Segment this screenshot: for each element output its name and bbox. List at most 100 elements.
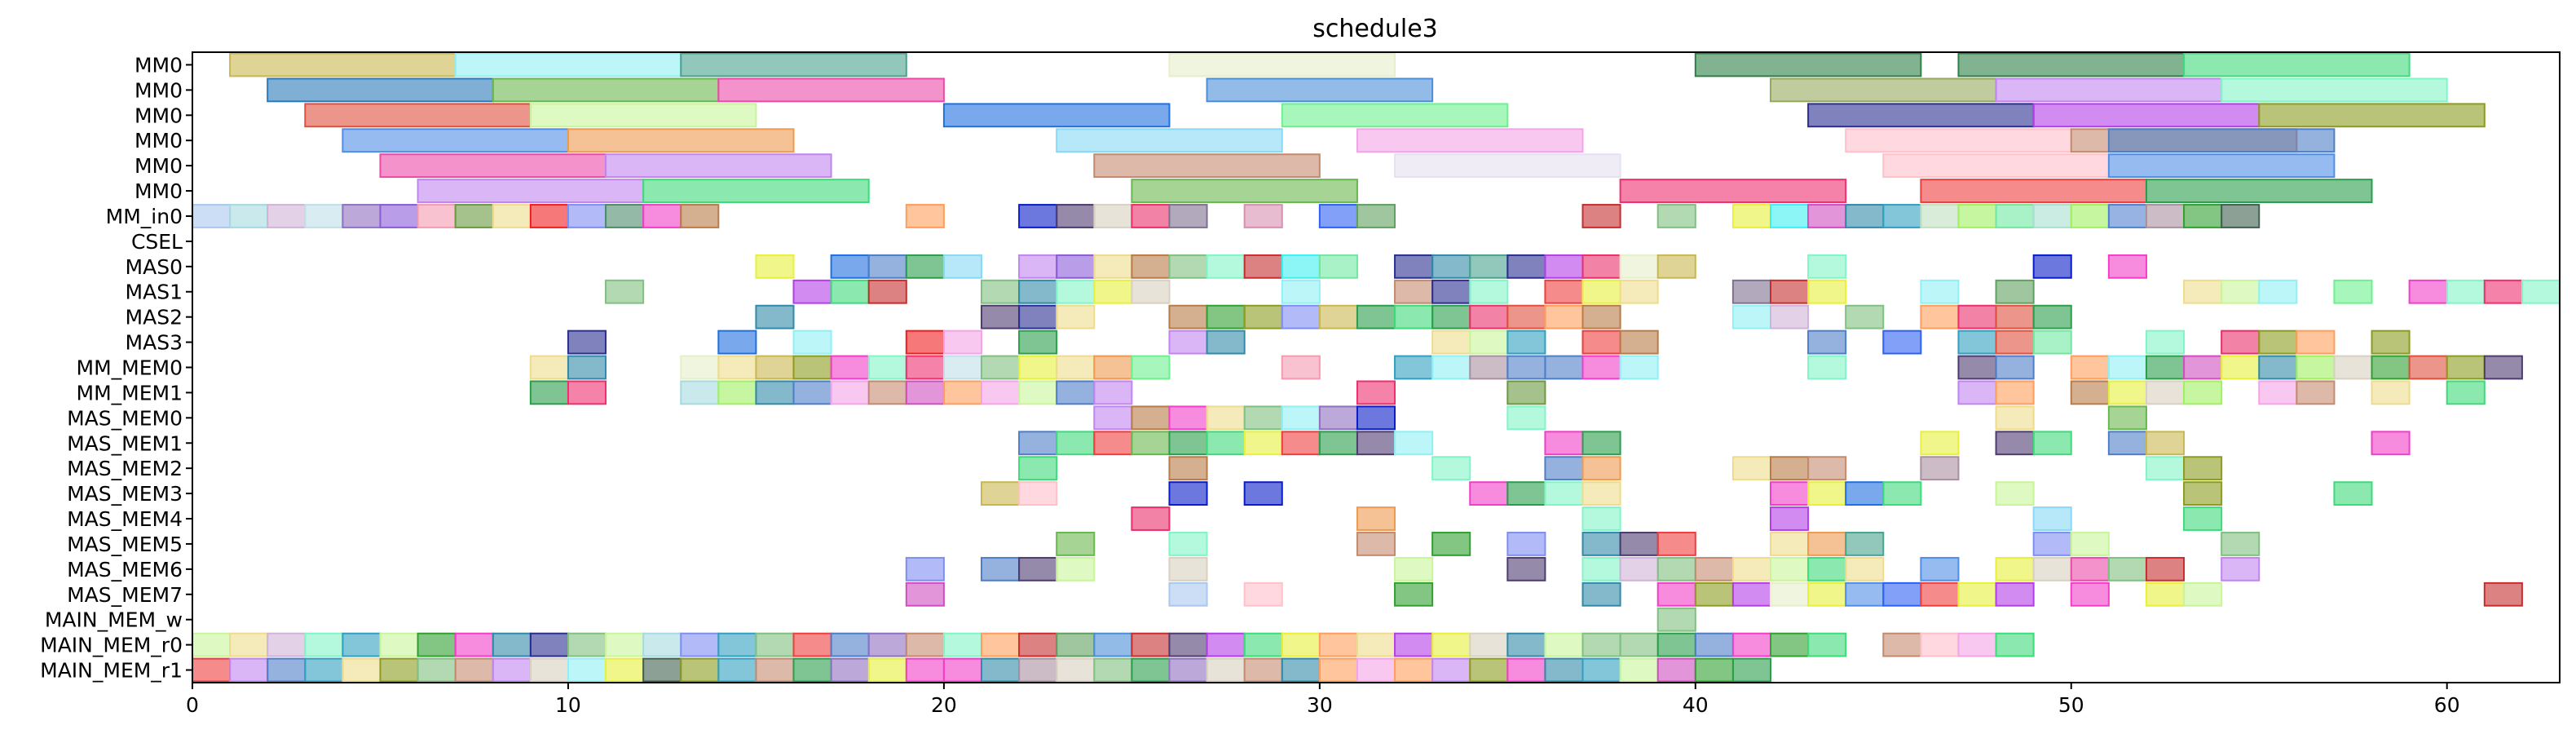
task-bar — [2145, 431, 2186, 456]
task-bar — [1318, 657, 1358, 683]
task-bar — [1243, 304, 1283, 329]
task-bar — [1018, 329, 1058, 355]
task-bar — [1544, 481, 1584, 506]
task-bar — [1845, 481, 1885, 506]
task-bar — [1731, 581, 1772, 607]
task-bar — [1957, 304, 1997, 329]
task-bar — [1506, 405, 1546, 431]
task-bar — [680, 355, 720, 380]
task-bar — [1168, 254, 1208, 279]
task-bar — [605, 632, 645, 657]
task-bar — [1882, 329, 1922, 355]
task-bar — [2221, 556, 2261, 581]
task-bar — [1770, 279, 1810, 304]
task-bar — [1093, 279, 1133, 304]
y-tick-label: MAIN_MEM_r0 — [40, 634, 183, 657]
task-bar — [1394, 254, 1434, 279]
task-bar — [529, 657, 569, 683]
task-bar — [2296, 380, 2336, 405]
task-bar — [1131, 506, 1171, 531]
task-bar — [1619, 279, 1659, 304]
task-bar — [1807, 632, 1847, 657]
task-bar — [1581, 581, 1621, 607]
task-bar — [1093, 657, 1133, 683]
task-bar — [2032, 556, 2072, 581]
task-bar — [1093, 254, 1133, 279]
task-bar — [1168, 304, 1208, 329]
y-tick-label: MAS_MEM1 — [67, 431, 183, 455]
task-bar — [642, 179, 870, 203]
task-bar — [830, 657, 870, 683]
task-bar — [1995, 405, 2035, 431]
task-bar — [304, 632, 344, 657]
task-bar — [1431, 279, 1471, 304]
y-tick-label: MAS_MEM3 — [67, 482, 183, 506]
task-bar — [867, 632, 907, 657]
task-bar — [1243, 204, 1283, 228]
task-bar — [229, 204, 269, 228]
task-bar — [1619, 632, 1659, 657]
task-bar — [1544, 431, 1584, 456]
y-tick-label: MAS2 — [126, 306, 183, 329]
task-bar — [1656, 532, 1696, 556]
task-bar — [1018, 481, 1058, 506]
task-bar — [1619, 179, 1847, 203]
task-bar — [1995, 632, 2035, 657]
task-bar — [1619, 556, 1659, 581]
task-bar — [1506, 254, 1546, 279]
task-bar — [1281, 405, 1321, 431]
task-bar — [2070, 380, 2110, 405]
task-bar — [867, 355, 907, 380]
task-bar — [2371, 380, 2411, 405]
task-bar — [2296, 329, 2336, 355]
task-bar — [304, 103, 532, 128]
task-bar — [605, 204, 645, 228]
task-bar — [1544, 279, 1584, 304]
task-bar — [1957, 581, 1997, 607]
task-bar — [867, 380, 907, 405]
x-tick-label: 10 — [555, 693, 581, 717]
task-bar — [1281, 657, 1321, 683]
task-bar — [1544, 456, 1584, 481]
task-bar — [1995, 556, 2035, 581]
y-tick-label: MAIN_MEM_w — [45, 608, 183, 632]
task-bar — [267, 204, 307, 228]
task-bar — [2107, 204, 2147, 228]
task-bar — [981, 657, 1021, 683]
task-bar — [1581, 304, 1621, 329]
task-bar — [1469, 657, 1509, 683]
task-bar — [1619, 657, 1659, 683]
task-bar — [529, 380, 569, 405]
y-tick-label: MM_MEM0 — [77, 356, 183, 380]
task-bar — [1770, 556, 1810, 581]
task-bar — [2145, 329, 2186, 355]
task-bar — [1770, 304, 1810, 329]
task-bar — [2032, 431, 2072, 456]
task-bar — [1394, 431, 1434, 456]
task-bar — [1431, 329, 1471, 355]
task-bar — [1619, 254, 1659, 279]
task-bar — [1206, 657, 1246, 683]
task-bar — [981, 481, 1021, 506]
task-bar — [2221, 329, 2261, 355]
task-bar — [1469, 355, 1509, 380]
task-bar — [1506, 380, 1546, 405]
task-bar — [905, 657, 945, 683]
task-bar — [1168, 431, 1208, 456]
task-bar — [2258, 103, 2486, 128]
task-bar — [1807, 355, 1847, 380]
task-bar — [2258, 279, 2298, 304]
task-bar — [942, 329, 983, 355]
task-bar — [1506, 355, 1546, 380]
x-axis: 0 10 20 30 40 50 60 — [186, 683, 2460, 717]
task-bar — [1920, 179, 2147, 203]
task-bar — [417, 632, 457, 657]
task-bar — [2371, 431, 2411, 456]
x-tick-label: 60 — [2434, 693, 2460, 717]
task-bar — [1957, 380, 1997, 405]
task-bar — [1093, 405, 1133, 431]
task-bar — [1957, 204, 1997, 228]
task-bar — [905, 329, 945, 355]
task-bar — [867, 657, 907, 683]
task-bar — [1845, 304, 1885, 329]
